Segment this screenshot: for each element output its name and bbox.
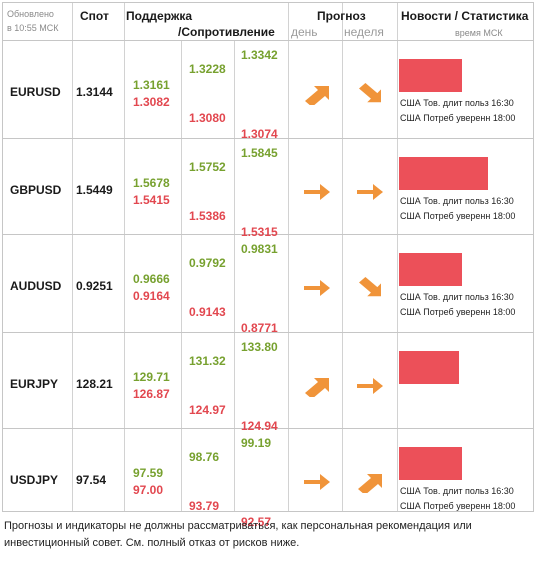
resistance-level-2: 0.9143 bbox=[189, 305, 226, 319]
spot-header: Спот bbox=[80, 9, 109, 23]
resistance-level-3: 99.19 bbox=[241, 436, 272, 450]
col-divider bbox=[288, 3, 289, 511]
updated-time: в 10:55 МСК bbox=[7, 23, 59, 33]
forecast-week-right-arrow-icon bbox=[357, 184, 383, 200]
row-divider bbox=[3, 234, 533, 235]
col-divider bbox=[397, 3, 398, 511]
spot-price: 1.5449 bbox=[76, 183, 113, 197]
support-level-2: 1.5415 bbox=[133, 193, 170, 207]
resistance-level-4: 1.3074 bbox=[241, 127, 278, 141]
support-level-1: 1.5678 bbox=[133, 176, 170, 190]
resistance-level-3: 1.3342 bbox=[241, 48, 278, 62]
forecast-day-right-arrow-icon bbox=[304, 184, 330, 200]
support-level-1: 97.59 bbox=[133, 466, 164, 480]
resistance-level-1: 1.3228 bbox=[189, 62, 226, 76]
news-item: США Потреб уверенн 18:00 bbox=[400, 307, 516, 317]
spot-price: 0.9251 bbox=[76, 279, 113, 293]
col-divider bbox=[181, 40, 182, 511]
news-header: Новости / Статистика bbox=[401, 9, 529, 23]
resistance-level-4: 124.94 bbox=[241, 419, 278, 433]
support-level-2: 1.3082 bbox=[133, 95, 170, 109]
forecast-day-up-arrow-icon bbox=[305, 86, 329, 105]
resistance-level-4: 92.57 bbox=[241, 515, 272, 529]
resistance-level-1: 1.5752 bbox=[189, 160, 226, 174]
news-impact-bar bbox=[399, 447, 462, 480]
resistance-level-4: 1.5315 bbox=[241, 225, 278, 239]
support-level-1: 1.3161 bbox=[133, 78, 170, 92]
forecast-day-right-arrow-icon bbox=[304, 280, 330, 296]
news-impact-bar bbox=[399, 59, 462, 92]
resistance-level-2: 1.5386 bbox=[189, 209, 226, 223]
spot-price: 128.21 bbox=[76, 377, 113, 391]
forecast-week-up-arrow-icon bbox=[358, 474, 382, 493]
forecast-week-header: неделя bbox=[344, 25, 384, 39]
support-level-1: 0.9666 bbox=[133, 272, 170, 286]
disclaimer-line-1: Прогнозы и индикаторы не должны рассматр… bbox=[4, 520, 472, 532]
support-header: Поддержка bbox=[126, 9, 193, 23]
forex-table: Обновлено в 10:55 МСК Спот Поддержка /Со… bbox=[2, 2, 534, 529]
resistance-level-1: 98.76 bbox=[189, 450, 220, 464]
news-impact-bar bbox=[399, 157, 488, 190]
time-zone-label: время МСК bbox=[455, 28, 503, 38]
news-item: США Потреб уверенн 18:00 bbox=[400, 501, 516, 511]
forecast-week-down-arrow-icon bbox=[359, 83, 381, 103]
forecast-day-header: день bbox=[291, 25, 318, 39]
support-level-2: 126.87 bbox=[133, 387, 170, 401]
row-divider bbox=[3, 428, 533, 429]
forecast-day-right-arrow-icon bbox=[304, 474, 330, 490]
resistance-level-3: 1.5845 bbox=[241, 146, 278, 160]
forecast-week-down-arrow-icon bbox=[359, 277, 381, 297]
news-impact-bar bbox=[399, 351, 459, 384]
col-divider bbox=[72, 3, 73, 511]
news-item: США Потреб уверенн 18:00 bbox=[400, 113, 516, 123]
resistance-level-1: 0.9792 bbox=[189, 256, 226, 270]
row-divider bbox=[3, 40, 533, 41]
col-divider bbox=[234, 40, 235, 511]
news-item: США Тов. длит польз 16:30 bbox=[400, 292, 514, 302]
support-level-1: 129.71 bbox=[133, 370, 170, 384]
news-item: США Потреб уверенн 18:00 bbox=[400, 211, 516, 221]
news-item: США Тов. длит польз 16:30 bbox=[400, 486, 514, 496]
pair-name: GBPUSD bbox=[10, 183, 62, 197]
updated-label: Обновлено bbox=[7, 9, 54, 19]
col-divider bbox=[124, 3, 125, 511]
row-divider bbox=[3, 332, 533, 333]
support-level-2: 0.9164 bbox=[133, 289, 170, 303]
resistance-level-4: 0.8771 bbox=[241, 321, 278, 335]
pair-name: AUDUSD bbox=[10, 279, 62, 293]
spot-price: 97.54 bbox=[76, 473, 107, 487]
pair-name: EURJPY bbox=[10, 377, 59, 391]
disclaimer: Прогнозы и индикаторы не должны рассматр… bbox=[4, 518, 532, 552]
disclaimer-line-2: инвестиционный совет. См. полный отказ о… bbox=[4, 537, 300, 549]
support-level-2: 97.00 bbox=[133, 483, 164, 497]
news-item: США Тов. длит польз 16:30 bbox=[400, 98, 514, 108]
forecast-header: Прогноз bbox=[317, 9, 366, 23]
col-divider bbox=[342, 3, 343, 511]
forecast-day-up-arrow-icon bbox=[305, 378, 329, 397]
resistance-level-3: 0.9831 bbox=[241, 242, 278, 256]
resistance-level-3: 133.80 bbox=[241, 340, 278, 354]
resistance-level-1: 131.32 bbox=[189, 354, 226, 368]
resistance-level-2: 93.79 bbox=[189, 499, 220, 513]
pair-name: EURUSD bbox=[10, 85, 61, 99]
news-item: США Тов. длит польз 16:30 bbox=[400, 196, 514, 206]
forecast-week-right-arrow-icon bbox=[357, 378, 383, 394]
resistance-level-2: 1.3080 bbox=[189, 111, 226, 125]
row-divider bbox=[3, 138, 533, 139]
resistance-level-2: 124.97 bbox=[189, 403, 226, 417]
news-impact-bar bbox=[399, 253, 462, 286]
spot-price: 1.3144 bbox=[76, 85, 113, 99]
resistance-header: /Сопротивление bbox=[178, 25, 275, 39]
pair-name: USDJPY bbox=[10, 473, 59, 487]
